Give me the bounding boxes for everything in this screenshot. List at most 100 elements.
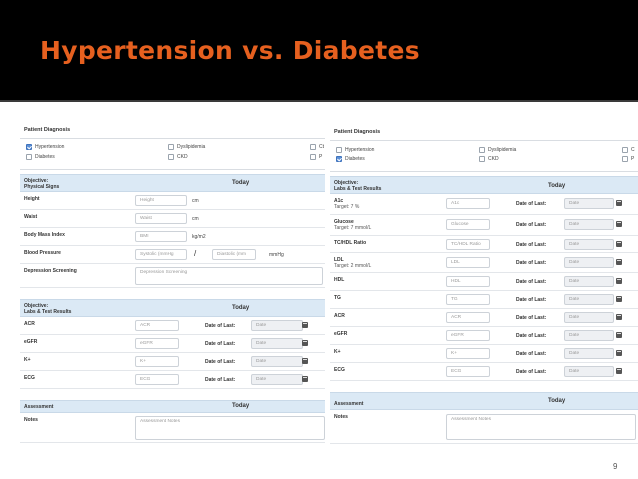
calendar-icon[interactable] — [616, 278, 622, 284]
ecg-input[interactable]: ECG — [135, 374, 179, 385]
ldl-input[interactable]: LDL — [446, 257, 490, 268]
page-number: 9 — [613, 462, 618, 471]
checkbox-dyslipidemia[interactable]: Dyslipidemia — [168, 144, 205, 150]
unchecked-icon — [622, 147, 628, 153]
checked-icon — [336, 156, 342, 162]
lab-row-ecg: ECG ECG Date of Last: Date — [20, 371, 325, 389]
tc-hdl-input[interactable]: TC/HDL Ratio — [446, 239, 490, 250]
checkbox-hypertension[interactable]: Hypertension — [26, 144, 64, 150]
diagnosis-title: Patient Diagnosis — [334, 129, 381, 135]
diagnosis-box: Hypertension Diabetes Dyslipidemia CKD C… — [20, 138, 325, 170]
calendar-icon[interactable] — [302, 322, 308, 328]
assessment-notes-input[interactable]: Assessment Notes — [446, 414, 636, 440]
depression-input[interactable]: Depression Screening — [135, 267, 323, 285]
lab-row-a1c: A1c Target: 7 % A1c Date of Last: Date — [330, 194, 638, 215]
k-input[interactable]: K+ — [135, 356, 179, 367]
lab-row-ecg: ECG ECG Date of Last: Date — [330, 363, 638, 381]
hdl-input[interactable]: HDL — [446, 276, 490, 287]
ecg-input[interactable]: ECG — [446, 366, 490, 377]
calendar-icon[interactable] — [616, 368, 622, 374]
acr-date-input[interactable]: Date — [564, 312, 614, 323]
unchecked-icon — [336, 147, 342, 153]
today-label: Today — [548, 183, 566, 189]
egfr-input[interactable]: eGFR — [135, 338, 179, 349]
calendar-icon[interactable] — [302, 358, 308, 364]
calendar-icon[interactable] — [616, 332, 622, 338]
unchecked-icon — [310, 144, 316, 150]
calendar-icon[interactable] — [302, 340, 308, 346]
systolic-input[interactable]: Systolic (mmHg — [135, 249, 187, 260]
calendar-icon[interactable] — [616, 314, 622, 320]
a1c-input[interactable]: A1c — [446, 198, 490, 209]
ldl-date-input[interactable]: Date — [564, 257, 614, 268]
hdl-date-input[interactable]: Date — [564, 276, 614, 287]
today-label: Today — [232, 403, 250, 409]
calendar-icon[interactable] — [616, 296, 622, 302]
acr-input[interactable]: ACR — [446, 312, 490, 323]
glucose-date-input[interactable]: Date — [564, 219, 614, 230]
unchecked-icon — [479, 156, 485, 162]
tc-hdl-date-input[interactable]: Date — [564, 239, 614, 250]
ecg-date-input[interactable]: Date — [251, 374, 303, 385]
notes-row: Notes Assessment Notes — [330, 410, 638, 444]
waist-row: Waist Waist cm — [20, 210, 325, 228]
checkbox-ckd[interactable]: CKD — [168, 154, 188, 160]
diagnosis-title: Patient Diagnosis — [24, 127, 71, 133]
glucose-input[interactable]: Glucose — [446, 219, 490, 230]
diabetes-form-screenshot: Patient Diagnosis Hypertension Diabetes … — [330, 120, 638, 446]
egfr-date-input[interactable]: Date — [251, 338, 303, 349]
acr-date-input[interactable]: Date — [251, 320, 303, 331]
physical-signs-header: Objective: Physical Signs Today — [20, 174, 325, 192]
calendar-icon[interactable] — [616, 241, 622, 247]
slide-title: Hypertension vs. Diabetes — [40, 36, 420, 65]
bmi-input[interactable]: BMI — [135, 231, 187, 242]
checkbox-other-2[interactable]: P — [310, 154, 322, 160]
lab-row-acr: ACR ACR Date of Last: Date — [20, 317, 325, 335]
height-row: Height Height cm — [20, 192, 325, 210]
tg-date-input[interactable]: Date — [564, 294, 614, 305]
calendar-icon[interactable] — [616, 350, 622, 356]
unchecked-icon — [26, 154, 32, 160]
header-divider — [0, 100, 638, 102]
k-date-input[interactable]: Date — [251, 356, 303, 367]
lab-row-egfr: eGFR eGFR Date of Last: Date — [330, 327, 638, 345]
labs-header: Objective: Labs & Test Results Today — [330, 176, 638, 194]
diastolic-input[interactable]: Diastolic (mm — [212, 249, 256, 260]
slide-header — [0, 0, 638, 101]
assessment-notes-input[interactable]: Assessment Notes — [135, 416, 325, 440]
checkbox-dyslipidemia[interactable]: Dyslipidemia — [479, 147, 516, 153]
checkbox-other-1[interactable]: Ct — [310, 144, 324, 150]
hypertension-form-screenshot: Patient Diagnosis Hypertension Diabetes … — [20, 120, 325, 446]
calendar-icon[interactable] — [616, 200, 622, 206]
waist-input[interactable]: Waist — [135, 213, 187, 224]
lab-row-hdl: HDL HDL Date of Last: Date — [330, 273, 638, 291]
ecg-date-input[interactable]: Date — [564, 366, 614, 377]
checkbox-diabetes[interactable]: Diabetes — [26, 154, 55, 160]
egfr-date-input[interactable]: Date — [564, 330, 614, 341]
calendar-icon[interactable] — [616, 221, 622, 227]
labs-header: Objective: Labs & Test Results Today — [20, 299, 325, 317]
height-input[interactable]: Height — [135, 195, 187, 206]
unchecked-icon — [479, 147, 485, 153]
lab-row-glucose: Glucose Target: 7 mmol/L Glucose Date of … — [330, 215, 638, 236]
checkbox-hypertension[interactable]: Hypertension — [336, 147, 374, 153]
k-input[interactable]: K+ — [446, 348, 490, 359]
tg-input[interactable]: TG — [446, 294, 490, 305]
calendar-icon[interactable] — [616, 259, 622, 265]
checkbox-other-1[interactable]: C — [622, 147, 635, 153]
egfr-input[interactable]: eGFR — [446, 330, 490, 341]
a1c-date-input[interactable]: Date — [564, 198, 614, 209]
assessment-header: Assessment Today — [330, 392, 638, 410]
bmi-row: Body Mass Index BMI kg/m2 — [20, 228, 325, 246]
lab-row-egfr: eGFR eGFR Date of Last: Date — [20, 335, 325, 353]
calendar-icon[interactable] — [302, 376, 308, 382]
checkbox-other-2[interactable]: P — [622, 156, 634, 162]
lab-row-tg: TG TG Date of Last: Date — [330, 291, 638, 309]
checkbox-diabetes[interactable]: Diabetes — [336, 156, 365, 162]
checkbox-ckd[interactable]: CKD — [479, 156, 499, 162]
acr-input[interactable]: ACR — [135, 320, 179, 331]
k-date-input[interactable]: Date — [564, 348, 614, 359]
lab-row-ldl: LDL Target: 2 mmol/L LDL Date of Last: Da… — [330, 253, 638, 273]
checked-icon — [26, 144, 32, 150]
lab-row-k: K+ K+ Date of Last: Date — [330, 345, 638, 363]
